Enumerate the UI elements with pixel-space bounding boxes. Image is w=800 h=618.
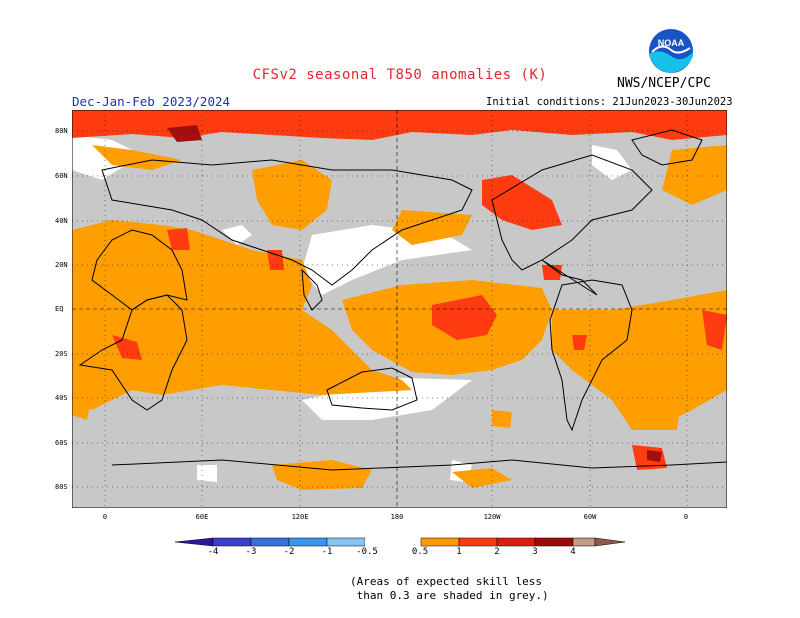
colorbar-label: 1	[456, 547, 462, 557]
colorbar-label: 2	[494, 547, 500, 557]
darkred-anomaly-areas	[167, 125, 662, 462]
colorbar-label: 0.5	[411, 547, 429, 557]
lon-label-120w: 120W	[483, 513, 501, 521]
skill-note: (Areas of expected skill less than 0.3 a…	[350, 575, 549, 602]
initial-conditions: Initial conditions: 21Jun2023-30Jun2023	[486, 96, 733, 108]
lon-label-180: 180	[390, 513, 404, 521]
chart-title: CFSv2 seasonal T850 anomalies (K)	[252, 67, 548, 83]
lat-label-40s: 40S	[55, 394, 68, 402]
agency-label: NWS/NCEP/CPC	[617, 76, 711, 91]
lat-label-80n: 80N	[55, 127, 68, 135]
coastlines	[78, 129, 727, 471]
colorbar-label: 3	[532, 547, 538, 557]
lon-label-120e: 120E	[291, 513, 309, 521]
graticule	[72, 110, 727, 508]
lat-label-80s: 80S	[55, 483, 68, 491]
noaa-logo-icon: NOAA	[649, 29, 693, 73]
anomaly-map	[72, 110, 727, 508]
colorbar-label: -1	[321, 547, 333, 557]
colorbar-label: -2	[283, 547, 295, 557]
lon-label-60e: 60E	[195, 513, 209, 521]
colorbar-label: -4	[207, 547, 219, 557]
colorbar-label: -3	[245, 547, 257, 557]
lat-label-60s: 60S	[55, 439, 68, 447]
orange-anomaly-areas	[72, 145, 727, 490]
colorbar-label: 4	[570, 547, 576, 557]
lat-label-eq: EQ	[55, 305, 64, 313]
colorbar	[175, 537, 625, 547]
lon-label-0-right: 0	[683, 513, 689, 521]
colorbar-label: -0.5	[356, 547, 378, 557]
lat-label-20s: 20S	[55, 350, 68, 358]
red-anomaly-areas	[72, 110, 727, 470]
lat-label-40n: 40N	[55, 217, 68, 225]
lon-label-60w: 60W	[583, 513, 597, 521]
forecast-period: Dec-Jan-Feb 2023/2024	[72, 94, 231, 109]
neutral-areas	[72, 135, 632, 482]
lon-label-0: 0	[102, 513, 108, 521]
lat-label-60n: 60N	[55, 172, 68, 180]
logo-text: NOAA	[658, 38, 685, 48]
lat-label-20n: 20N	[55, 261, 68, 269]
